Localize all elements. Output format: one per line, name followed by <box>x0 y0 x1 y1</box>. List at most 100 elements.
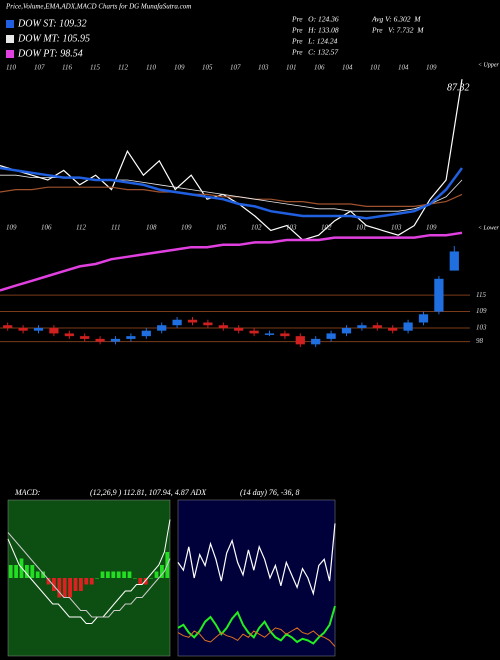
candle-body <box>141 330 151 337</box>
page-title: Price,Volume,EMA,ADX,MACD Charts for DG … <box>5 3 191 11</box>
candle-body <box>249 330 259 334</box>
histogram-bar <box>57 578 62 598</box>
top-label: 109 <box>426 64 437 72</box>
mid-label: 101 <box>356 224 367 232</box>
panel-background <box>7 499 171 657</box>
series-line <box>7 532 171 618</box>
histogram-bar <box>127 571 132 578</box>
candle-body <box>110 338 121 342</box>
histogram-bar <box>154 571 159 578</box>
legend-swatch <box>6 50 14 58</box>
info: Pre L: 124.24 <box>291 37 338 46</box>
legend-entry: DOW PT: 98.54 <box>17 48 83 59</box>
candle-body <box>264 333 275 335</box>
candle-body <box>33 327 44 331</box>
histogram-bar <box>143 578 148 585</box>
info: Pre O: 124.36 <box>291 15 339 24</box>
histogram-bar <box>30 565 35 578</box>
top-label: 110 <box>6 64 16 72</box>
candle-body <box>218 325 228 328</box>
top-label: 110 <box>146 64 156 72</box>
info: Pre H: 133.08 <box>291 26 339 35</box>
mid-label: 109 <box>426 224 437 232</box>
histogram-bar <box>8 565 13 578</box>
series-line <box>0 231 463 292</box>
histogram-bar <box>95 578 99 579</box>
top-label: 105 <box>202 64 213 72</box>
candle-body <box>280 333 290 337</box>
annotation: < Lower <box>478 225 500 231</box>
panel-title: MACD: <box>14 488 41 497</box>
info: Avg V: 6.302 M <box>371 15 421 24</box>
candle-body <box>187 319 198 323</box>
histogram-bar <box>133 578 137 579</box>
top-label: 109 <box>174 64 185 72</box>
candle-body <box>234 327 244 331</box>
candle-body <box>80 336 90 339</box>
mid-label: 102 <box>321 224 332 232</box>
y-tick-label: 103 <box>476 324 487 332</box>
histogram-bar <box>122 571 126 578</box>
series-line <box>7 519 171 624</box>
histogram-bar <box>106 571 110 578</box>
histogram-bar <box>62 578 67 598</box>
candle-body <box>434 278 444 312</box>
candle-body <box>449 251 459 271</box>
candle-body <box>341 327 352 334</box>
mid-label: 102 <box>251 224 262 232</box>
series-line <box>0 79 463 241</box>
candle-body <box>357 325 367 328</box>
legend-swatch <box>6 20 14 28</box>
mid-label: 108 <box>146 224 157 232</box>
mid-label: 106 <box>41 224 52 232</box>
candle-body <box>3 325 13 328</box>
top-label: 103 <box>258 64 269 72</box>
candle-body <box>157 325 167 331</box>
histogram-bar <box>25 565 29 578</box>
legend-entry: DOW MT: 105.95 <box>17 33 90 44</box>
top-label: 116 <box>62 64 72 72</box>
histogram-bar <box>100 571 105 578</box>
candle-body <box>295 336 305 345</box>
candle-body <box>326 333 336 339</box>
histogram-bar <box>111 571 116 578</box>
top-label: 112 <box>118 64 128 72</box>
histogram-bar <box>52 578 56 591</box>
mid-label: 103 <box>286 224 297 232</box>
candle-body <box>372 325 382 328</box>
candle-body <box>95 338 105 342</box>
histogram-bar <box>84 578 89 585</box>
candle-body <box>203 322 213 326</box>
legend-entry: DOW ST: 109.32 <box>17 18 87 29</box>
top-label: 107 <box>34 64 45 72</box>
candle-body <box>403 322 413 331</box>
top-label: 101 <box>286 64 297 72</box>
candle-body <box>311 338 321 345</box>
top-label: 104 <box>342 64 353 72</box>
y-tick-label: 98 <box>476 337 484 345</box>
candle-body <box>388 327 398 331</box>
info: Pre C: 132.57 <box>291 48 338 57</box>
series-line <box>177 523 336 596</box>
histogram-bar <box>68 578 72 598</box>
histogram-bar <box>89 578 94 585</box>
top-label: 101 <box>370 64 381 72</box>
histogram-bar <box>79 578 83 591</box>
y-tick-label: 115 <box>476 291 486 299</box>
top-label: 104 <box>398 64 409 72</box>
mid-label: 109 <box>181 224 192 232</box>
legend-swatch <box>6 35 14 43</box>
series-line <box>177 627 336 647</box>
y-tick-label: 109 <box>476 307 487 315</box>
candle-body <box>64 333 74 337</box>
info: Pre V: 7.732 M <box>371 26 424 35</box>
mid-label: 103 <box>391 224 402 232</box>
histogram-bar <box>35 571 40 578</box>
histogram-bar <box>149 578 153 579</box>
top-label: 115 <box>90 64 100 72</box>
top-label: 106 <box>314 64 325 72</box>
histogram-bar <box>73 578 78 591</box>
candle-body <box>18 327 28 331</box>
